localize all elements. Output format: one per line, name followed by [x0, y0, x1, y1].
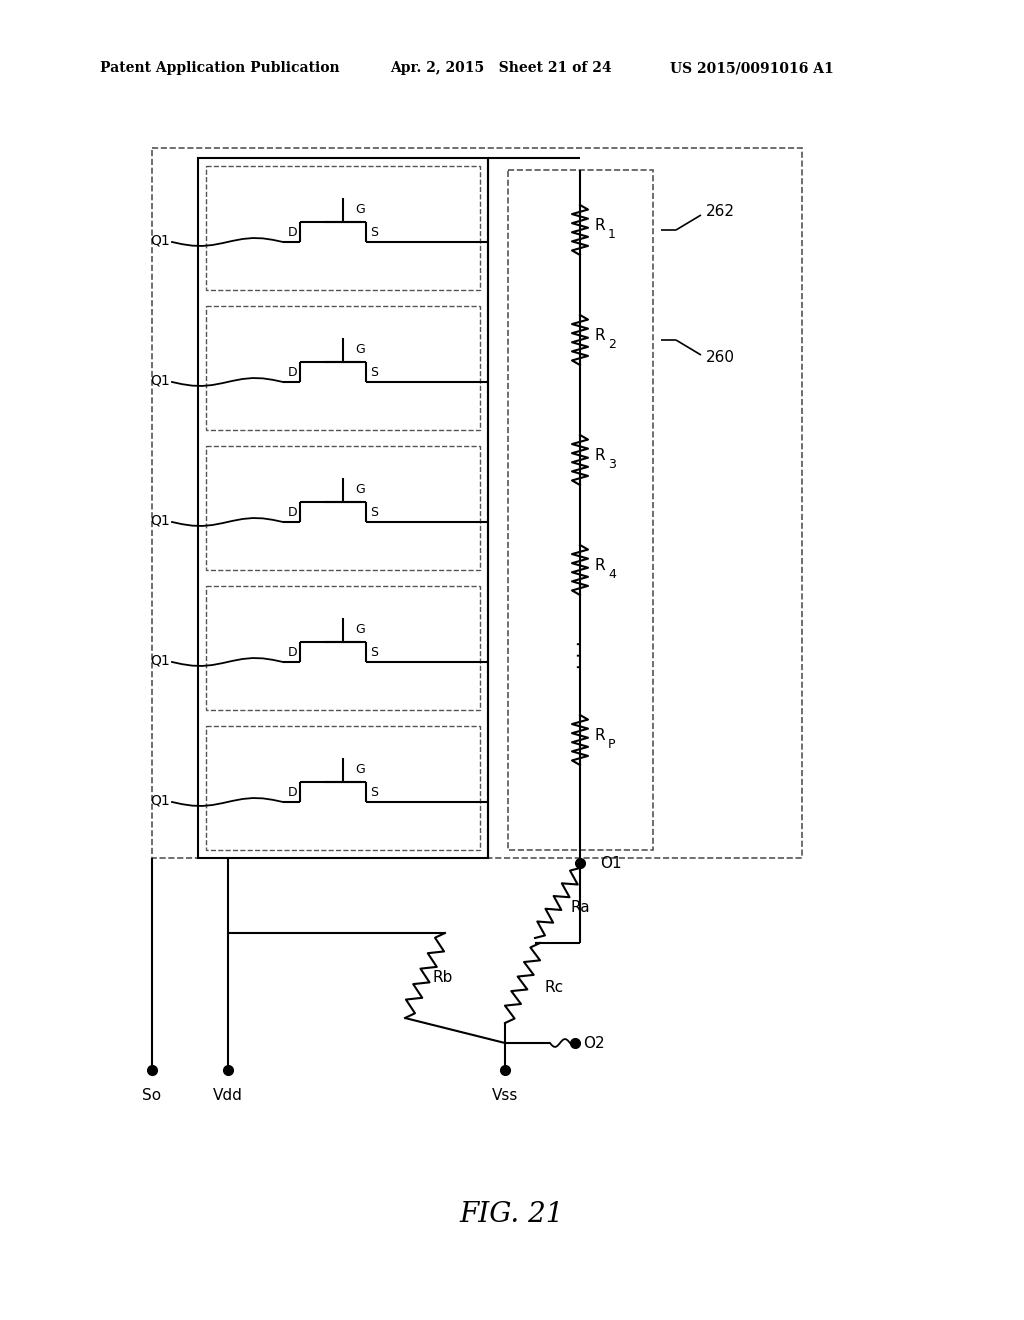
Text: G: G: [355, 483, 365, 496]
Text: Sᴏ: Sᴏ: [142, 1088, 162, 1104]
Bar: [206, 166, 480, 290]
Text: Ra: Ra: [570, 900, 590, 916]
Bar: [206, 446, 480, 570]
Text: 262: 262: [706, 205, 735, 219]
Text: . . .: . . .: [566, 640, 584, 669]
Bar: [198, 158, 488, 858]
Text: Vss: Vss: [492, 1088, 518, 1104]
Text: D: D: [288, 785, 298, 799]
Text: S: S: [370, 506, 378, 519]
Text: Patent Application Publication: Patent Application Publication: [100, 61, 340, 75]
Text: D: D: [288, 366, 298, 379]
Text: 1: 1: [608, 227, 615, 240]
Bar: [206, 586, 480, 710]
Text: Q1: Q1: [151, 374, 170, 387]
Text: D: D: [288, 506, 298, 519]
Text: G: G: [355, 623, 365, 636]
Bar: [152, 148, 802, 858]
Text: 3: 3: [608, 458, 615, 470]
Bar: [508, 170, 653, 850]
Text: O2: O2: [583, 1035, 604, 1051]
Text: 260: 260: [706, 351, 735, 366]
Text: G: G: [355, 203, 365, 216]
Text: Apr. 2, 2015   Sheet 21 of 24: Apr. 2, 2015 Sheet 21 of 24: [390, 61, 611, 75]
Text: S: S: [370, 645, 378, 659]
Text: G: G: [355, 763, 365, 776]
Text: 4: 4: [608, 568, 615, 581]
Text: R: R: [595, 447, 605, 462]
Text: O1: O1: [600, 855, 622, 870]
Text: S: S: [370, 226, 378, 239]
Text: R: R: [595, 327, 605, 342]
Text: Rc: Rc: [545, 981, 564, 995]
Text: Rb: Rb: [433, 970, 454, 986]
Text: Q1: Q1: [151, 793, 170, 807]
Text: Q1: Q1: [151, 653, 170, 667]
Text: R: R: [595, 557, 605, 573]
Text: 2: 2: [608, 338, 615, 351]
Text: FIG. 21: FIG. 21: [460, 1201, 564, 1229]
Text: S: S: [370, 366, 378, 379]
Text: D: D: [288, 645, 298, 659]
Text: R: R: [595, 218, 605, 232]
Text: Q1: Q1: [151, 234, 170, 247]
Text: US 2015/0091016 A1: US 2015/0091016 A1: [670, 61, 834, 75]
Text: G: G: [355, 343, 365, 356]
Bar: [206, 726, 480, 850]
Text: Q1: Q1: [151, 513, 170, 527]
Text: D: D: [288, 226, 298, 239]
Text: P: P: [608, 738, 615, 751]
Text: Vdd: Vdd: [213, 1088, 243, 1104]
Text: S: S: [370, 785, 378, 799]
Text: R: R: [595, 727, 605, 742]
Bar: [206, 306, 480, 430]
